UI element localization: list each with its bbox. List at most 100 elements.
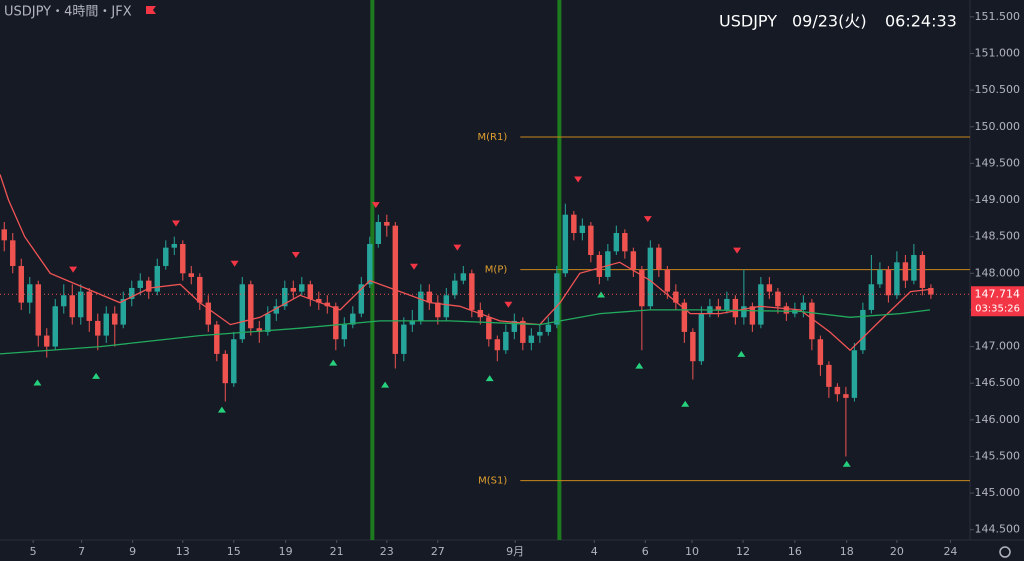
x-tick-label: 20 [890,545,904,558]
candle-body [851,350,858,398]
candle-body [588,225,594,255]
candle-body [78,291,84,318]
candle-body [35,284,41,336]
candle-body [528,335,535,343]
buy-signal [681,400,690,407]
candle-body [554,273,560,325]
x-tick-label: 27 [431,545,445,558]
candle-body [409,320,416,325]
candle-body [324,302,331,307]
candle-body [163,247,169,266]
chart-title: USDJPY・4時間・JFX [4,5,132,20]
candle-body [103,313,109,336]
candle-body [494,339,501,351]
sell-signal [371,202,380,209]
candle-body [435,302,441,318]
y-tick-label: 149.500 [975,156,1021,169]
candle-body [622,232,628,252]
candle-body [137,280,143,288]
candle-body [843,394,849,398]
symbol: USDJPY [719,12,777,31]
candle-body [384,222,390,226]
candle-body [885,269,892,296]
candle-body [86,291,92,321]
candle-body [690,331,696,362]
candle-body [732,298,739,318]
candle-body [256,328,263,332]
candle-body [758,284,764,325]
candle-body [333,306,339,340]
y-tick-label: 151.000 [975,46,1021,59]
candle-body [222,353,229,384]
candle-body [928,287,934,295]
y-tick-label: 148.500 [975,230,1021,243]
candle-body [826,364,832,387]
buy-signal [485,375,494,382]
candle-body [562,214,569,274]
candle-body [154,265,160,292]
last-price-box [971,286,1024,317]
candle-body [307,284,314,299]
candle-body [146,280,152,292]
buy-signal [33,379,42,386]
x-tick-label: 21 [330,545,344,558]
candle-body [817,339,824,365]
candle-body [741,306,747,318]
candle-body [188,273,194,277]
buy-signal [597,291,606,298]
x-tick-label: 9月 [506,545,524,558]
flag-icon[interactable] [146,6,156,14]
buy-signal [329,359,338,366]
candle-body [834,386,841,395]
pivot-label: M(S1) [478,476,507,487]
candle-body [868,284,875,310]
candle-body [52,306,58,347]
x-tick-label: 12 [736,545,750,558]
sell-signal [504,301,513,308]
sell-signal [171,220,180,227]
candle-body [358,284,365,314]
candle-body [486,317,492,340]
candle-body [18,265,24,303]
candle-body [350,313,356,325]
candle-body [171,243,177,248]
candle-body [418,291,424,321]
candle-body [452,280,458,296]
buy-signal [217,406,226,413]
candle-body [290,287,297,292]
x-tick-label: 23 [380,545,394,558]
y-tick-label: 148.000 [975,266,1021,279]
candle-body [613,232,620,252]
x-tick-label: 4 [591,545,598,558]
candle-body [902,262,909,281]
candle-body [316,298,322,303]
candle-body [443,295,450,318]
candle-body [664,269,671,292]
candle-body [503,331,509,351]
candle-body [537,331,543,336]
sell-signal [574,176,583,183]
sell-signal [291,251,300,258]
candle-body [715,306,722,310]
candle-body [61,295,67,307]
candle-body [911,254,917,281]
date: 09/23(火) [792,12,867,31]
y-tick-label: 151.500 [975,10,1021,23]
y-tick-label: 149.000 [975,193,1021,206]
candle-body [647,247,654,307]
candle-body [273,306,280,314]
y-tick-label: 146.000 [975,413,1021,426]
candle-body [239,284,246,340]
pivot-label: M(R1) [478,132,508,143]
candle-body [69,295,75,318]
last-price-label: 147.714 [975,287,1021,300]
candle-body [894,262,900,296]
candle-body [520,320,526,343]
candle-body [596,254,603,277]
candle-body [129,287,135,299]
moving-average [0,309,931,355]
settings-icon[interactable] [999,546,1011,558]
